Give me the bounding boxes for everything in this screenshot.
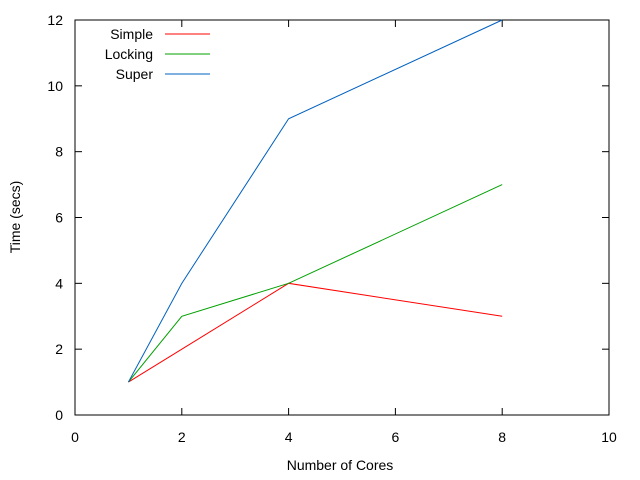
y-tick-label: 2	[55, 341, 63, 357]
y-axis-label: Time (secs)	[7, 181, 23, 254]
y-tick-label: 12	[47, 12, 63, 28]
series-line-super	[127, 19, 503, 383]
x-tick-label: 6	[392, 429, 400, 445]
legend-label-super: Super	[116, 66, 154, 82]
y-tick-label: 0	[55, 407, 63, 423]
legend-label-locking: Locking	[105, 46, 153, 62]
series-line-simple	[128, 282, 503, 383]
legend-label-simple: Simple	[110, 26, 153, 42]
x-tick-label: 0	[71, 429, 79, 445]
x-axis-label: Number of Cores	[287, 457, 394, 473]
plot-frame	[74, 19, 610, 416]
legend: Simple Locking Super	[105, 26, 210, 82]
y-tick-label: 8	[55, 144, 63, 160]
series-lines	[127, 19, 503, 383]
x-tick-label: 4	[285, 429, 293, 445]
x-tick-label: 10	[601, 429, 617, 445]
y-tick-label: 10	[47, 78, 63, 94]
x-tick-label: 8	[498, 429, 506, 445]
y-tick-label: 6	[55, 210, 63, 226]
series-line-locking	[128, 184, 503, 383]
y-tick-label: 4	[55, 275, 63, 291]
x-tick-label: 2	[178, 429, 186, 445]
axis-ticks: 0 2 4 6 8 10 0 2 4 6 8 10 12	[47, 12, 617, 445]
